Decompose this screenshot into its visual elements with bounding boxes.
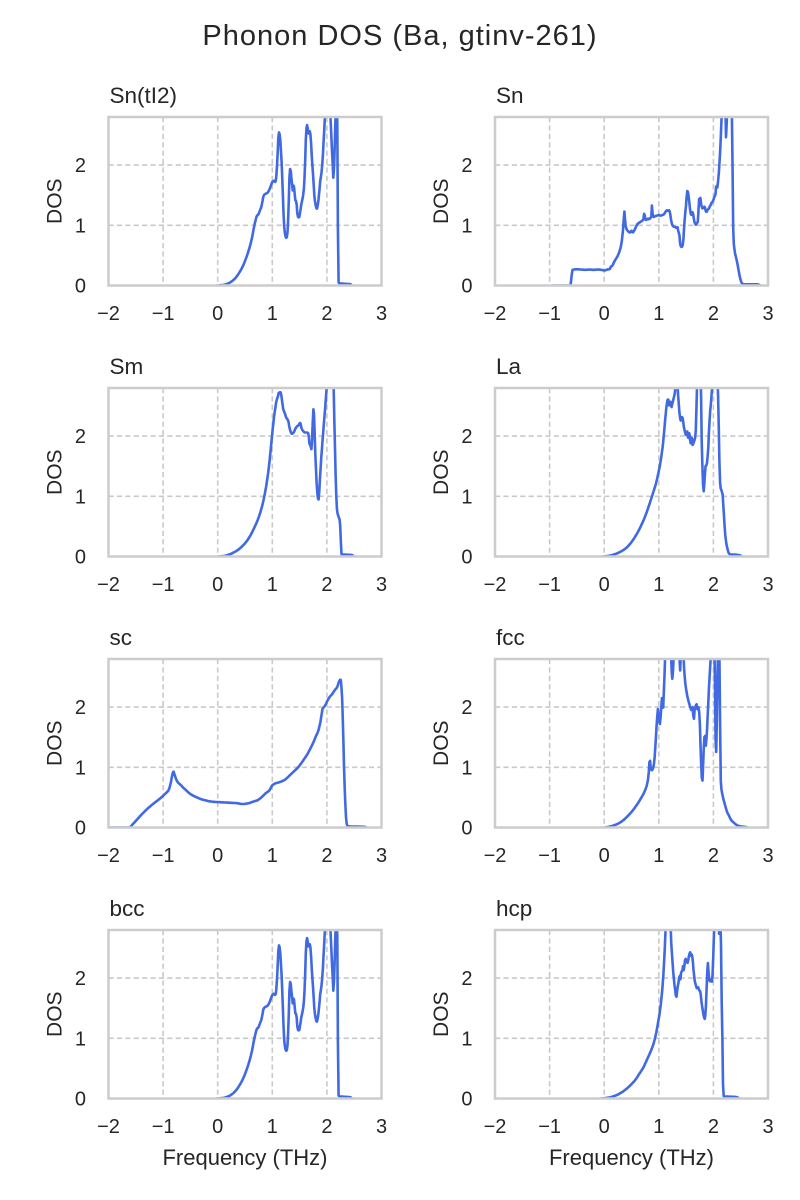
- svg-text:2: 2: [708, 1116, 719, 1138]
- svg-text:−1: −1: [152, 303, 175, 325]
- svg-text:−1: −1: [538, 845, 561, 867]
- svg-text:−2: −2: [484, 303, 507, 325]
- svg-text:3: 3: [762, 845, 773, 867]
- svg-text:1: 1: [461, 757, 472, 779]
- svg-text:2: 2: [321, 1116, 332, 1138]
- svg-text:−1: −1: [152, 574, 175, 596]
- svg-text:2: 2: [708, 303, 719, 325]
- svg-text:0: 0: [461, 1089, 472, 1111]
- svg-text:0: 0: [599, 303, 610, 325]
- svg-text:1: 1: [75, 486, 86, 508]
- svg-text:−1: −1: [538, 303, 561, 325]
- svg-text:0: 0: [599, 845, 610, 867]
- svg-text:0: 0: [461, 818, 472, 840]
- svg-text:DOS: DOS: [430, 720, 453, 766]
- svg-text:−1: −1: [538, 574, 561, 596]
- svg-text:−1: −1: [538, 1116, 561, 1138]
- svg-text:1: 1: [75, 757, 86, 779]
- svg-text:hcp: hcp: [496, 896, 532, 921]
- svg-text:0: 0: [212, 574, 223, 596]
- svg-text:1: 1: [653, 303, 664, 325]
- svg-text:Frequency (THz): Frequency (THz): [162, 1145, 327, 1170]
- svg-text:0: 0: [212, 1116, 223, 1138]
- svg-text:DOS: DOS: [430, 178, 453, 224]
- svg-text:1: 1: [75, 215, 86, 237]
- svg-text:2: 2: [461, 155, 472, 177]
- svg-text:0: 0: [212, 303, 223, 325]
- svg-text:Phonon DOS (Ba, gtinv-261): Phonon DOS (Ba, gtinv-261): [202, 20, 597, 52]
- svg-text:3: 3: [762, 303, 773, 325]
- svg-text:1: 1: [461, 1028, 472, 1050]
- svg-text:1: 1: [461, 486, 472, 508]
- svg-text:0: 0: [599, 574, 610, 596]
- svg-text:−2: −2: [97, 1116, 120, 1138]
- svg-text:−2: −2: [97, 845, 120, 867]
- svg-text:DOS: DOS: [44, 720, 67, 766]
- svg-text:−1: −1: [152, 845, 175, 867]
- svg-text:Sn: Sn: [496, 83, 524, 108]
- svg-text:0: 0: [461, 276, 472, 298]
- svg-text:1: 1: [653, 845, 664, 867]
- svg-text:DOS: DOS: [44, 178, 67, 224]
- svg-text:3: 3: [762, 574, 773, 596]
- svg-text:0: 0: [212, 845, 223, 867]
- svg-text:2: 2: [461, 968, 472, 990]
- svg-text:La: La: [496, 354, 522, 379]
- svg-text:0: 0: [75, 818, 86, 840]
- svg-text:1: 1: [267, 303, 278, 325]
- svg-text:0: 0: [461, 547, 472, 569]
- svg-text:1: 1: [461, 215, 472, 237]
- svg-text:0: 0: [599, 1116, 610, 1138]
- svg-text:3: 3: [376, 574, 387, 596]
- svg-text:2: 2: [321, 574, 332, 596]
- svg-text:3: 3: [376, 845, 387, 867]
- svg-text:2: 2: [75, 155, 86, 177]
- svg-text:DOS: DOS: [430, 991, 453, 1037]
- svg-text:−2: −2: [484, 574, 507, 596]
- svg-text:−2: −2: [484, 845, 507, 867]
- svg-text:DOS: DOS: [44, 991, 67, 1037]
- svg-text:3: 3: [376, 303, 387, 325]
- svg-text:2: 2: [708, 574, 719, 596]
- svg-text:Sn(tI2): Sn(tI2): [110, 83, 178, 108]
- svg-text:2: 2: [321, 303, 332, 325]
- svg-text:1: 1: [653, 574, 664, 596]
- svg-text:−2: −2: [97, 303, 120, 325]
- svg-text:0: 0: [75, 276, 86, 298]
- svg-text:DOS: DOS: [44, 449, 67, 495]
- svg-text:2: 2: [708, 845, 719, 867]
- svg-text:1: 1: [267, 574, 278, 596]
- svg-text:2: 2: [461, 697, 472, 719]
- svg-text:0: 0: [75, 547, 86, 569]
- svg-text:Sm: Sm: [110, 354, 144, 379]
- svg-text:2: 2: [321, 845, 332, 867]
- svg-text:−1: −1: [152, 1116, 175, 1138]
- svg-text:bcc: bcc: [110, 896, 145, 921]
- svg-text:1: 1: [267, 1116, 278, 1138]
- svg-text:3: 3: [762, 1116, 773, 1138]
- svg-text:2: 2: [75, 968, 86, 990]
- svg-text:2: 2: [461, 426, 472, 448]
- svg-text:2: 2: [75, 697, 86, 719]
- svg-text:Frequency (THz): Frequency (THz): [549, 1145, 714, 1170]
- svg-text:3: 3: [376, 1116, 387, 1138]
- svg-text:1: 1: [653, 1116, 664, 1138]
- svg-text:0: 0: [75, 1089, 86, 1111]
- svg-text:−2: −2: [484, 1116, 507, 1138]
- svg-text:1: 1: [267, 845, 278, 867]
- svg-text:1: 1: [75, 1028, 86, 1050]
- svg-text:−2: −2: [97, 574, 120, 596]
- svg-text:sc: sc: [110, 625, 133, 650]
- svg-text:DOS: DOS: [430, 449, 453, 495]
- svg-text:fcc: fcc: [496, 625, 525, 650]
- svg-text:2: 2: [75, 426, 86, 448]
